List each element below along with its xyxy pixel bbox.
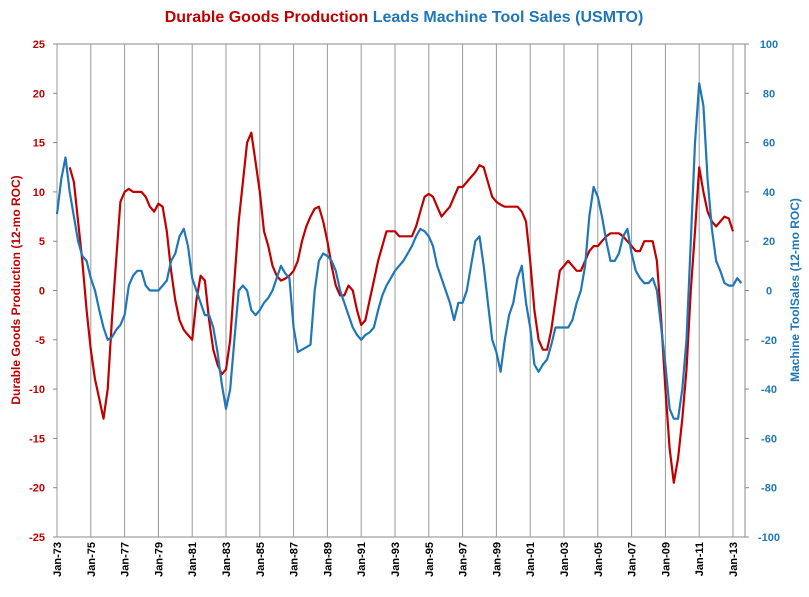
y2-tick-label: 40 (763, 187, 775, 199)
x-tick-label: Jan-75 (86, 542, 98, 577)
y2-tick-label: 80 (763, 88, 775, 100)
x-tick-label: Jan-03 (559, 542, 571, 577)
x-tick-label: Jan-93 (390, 542, 402, 577)
x-tick-label: Jan-73 (52, 542, 64, 577)
title-part: Durable Goods Production (165, 9, 369, 26)
chart-title: Durable Goods Production Leads Machine T… (165, 9, 644, 26)
y2-tick-label: -80 (761, 483, 777, 495)
y-tick-label: 0 (39, 286, 45, 298)
y-tick-label: 10 (33, 187, 45, 199)
y2-tick-label: -40 (761, 384, 777, 396)
x-tick-label: Jan-83 (221, 542, 233, 577)
x-tick-label: Jan-99 (491, 542, 503, 577)
y-tick-label: 20 (33, 88, 45, 100)
y-tick-label: -25 (29, 532, 45, 544)
y2-tick-label: 0 (766, 286, 772, 298)
y2-tick-label: -60 (761, 433, 777, 445)
x-tick-label: Jan-07 (627, 542, 639, 577)
y2-tick-label: -100 (758, 532, 780, 544)
x-tick-label: Jan-01 (525, 542, 537, 577)
y-axis-label: Durable Goods Production (12-mo ROC) (9, 175, 23, 404)
y-tick-label: 5 (39, 236, 45, 248)
x-tick-label: Jan-95 (424, 542, 436, 577)
x-tick-label: Jan-09 (660, 542, 672, 577)
x-tick-label: Jan-89 (322, 542, 334, 577)
y-tick-label: -10 (29, 384, 45, 396)
y-tick-label: -5 (35, 335, 45, 347)
y-tick-label: -15 (29, 433, 45, 445)
y-tick-label: -20 (29, 483, 45, 495)
y2-tick-label: 100 (760, 39, 778, 51)
x-tick-label: Jan-85 (255, 542, 267, 577)
x-tick-label: Jan-91 (356, 542, 368, 577)
x-tick-label: Jan-11 (694, 542, 706, 576)
y2-tick-label: 60 (763, 138, 775, 150)
x-tick-label: Jan-13 (728, 542, 740, 577)
x-tick-label: Jan-05 (593, 542, 605, 577)
x-tick-label: Jan-77 (120, 542, 132, 577)
x-tick-label: Jan-79 (153, 542, 165, 577)
y-tick-label: 25 (33, 39, 45, 51)
y-tick-label: 15 (33, 138, 45, 150)
y2-axis-label: Machine ToolSales (12-mo ROC) (788, 198, 802, 382)
title-part: Leads Machine Tool Sales (USMTO) (373, 9, 644, 26)
x-tick-label: Jan-81 (187, 542, 199, 577)
x-tick-label: Jan-97 (458, 542, 470, 577)
y2-tick-label: 20 (763, 236, 775, 248)
series-line (55, 82, 743, 420)
y2-tick-label: -20 (761, 335, 777, 347)
x-tick-label: Jan-87 (289, 542, 301, 577)
